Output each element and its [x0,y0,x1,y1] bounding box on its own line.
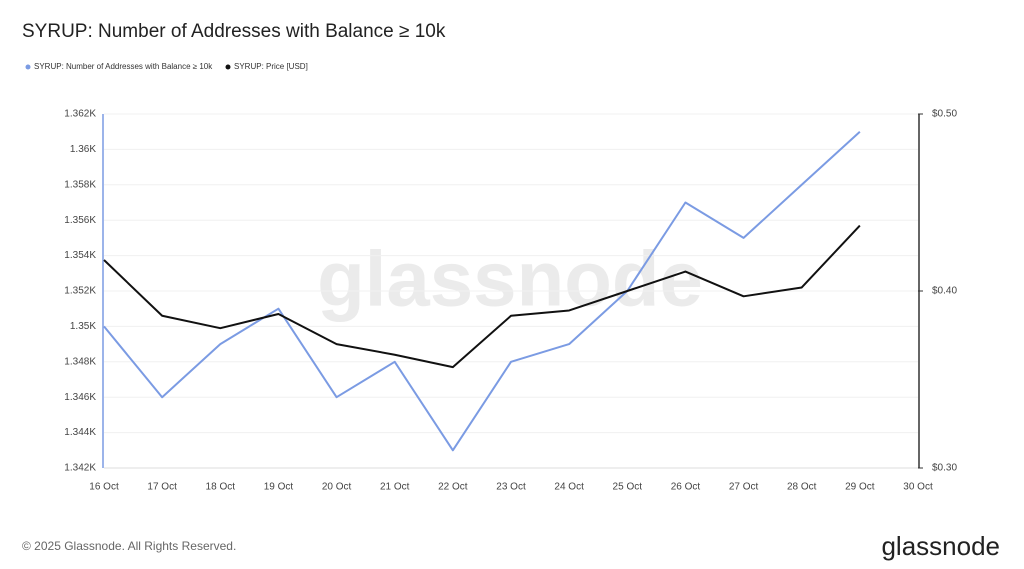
y-tick-label: 1.348K [64,356,96,367]
legend-label: SYRUP: Price [USD] [234,62,308,71]
x-tick-label: 30 Oct [903,482,933,493]
x-tick-label: 26 Oct [671,482,701,493]
y-tick-label: 1.356K [64,215,96,226]
series-line [103,130,861,452]
series-line [103,224,861,369]
chart-title: SYRUP: Number of Addresses with Balance … [22,21,446,42]
y-tick-label: 1.362K [64,109,96,120]
x-tick-label: 18 Oct [206,482,236,493]
x-tick-label: 28 Oct [787,482,817,493]
x-tick-label: 23 Oct [496,482,526,493]
legend-marker [225,64,231,70]
y2-tick-label: $0.30 [932,463,957,474]
legend-marker [25,64,31,70]
x-tick-label: 22 Oct [438,482,468,493]
x-tick-label: 29 Oct [845,482,875,493]
x-tick-label: 19 Oct [264,482,294,493]
y-tick-label: 1.344K [64,427,96,438]
y2-tick-label: $0.40 [932,286,957,297]
x-tick-label: 20 Oct [322,482,352,493]
y2-tick-label: $0.50 [932,109,957,120]
y-tick-label: 1.36K [70,144,96,155]
y-tick-label: 1.358K [64,179,96,190]
footer: © 2025 Glassnode. All Rights Reserved. [22,539,236,553]
legend-label: SYRUP: Number of Addresses with Balance … [34,62,213,71]
x-tick-label: 24 Oct [554,482,584,493]
logo: glassnode [881,531,1000,561]
x-tick-label: 27 Oct [729,482,759,493]
y-tick-label: 1.346K [64,392,96,403]
x-tick-label: 21 Oct [380,482,410,493]
watermark: glassnode [317,235,703,323]
x-tick-label: 25 Oct [613,482,643,493]
y-tick-label: 1.352K [64,286,96,297]
y-tick-label: 1.354K [64,250,96,261]
x-tick-label: 16 Oct [89,482,119,493]
y-tick-label: 1.342K [64,463,96,474]
y-tick-label: 1.35K [70,321,96,332]
x-tick-label: 17 Oct [147,482,177,493]
